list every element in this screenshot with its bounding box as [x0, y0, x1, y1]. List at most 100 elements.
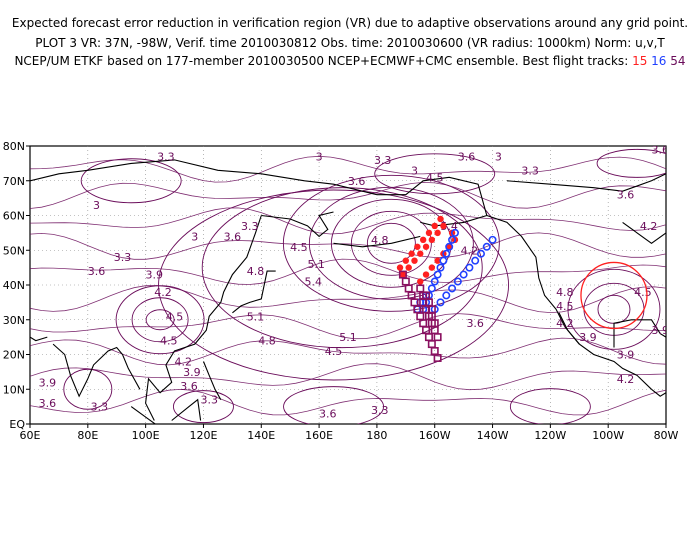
contour-label: 3.6	[39, 397, 57, 410]
lat-label: 40N	[3, 279, 25, 292]
lon-label: 160W	[419, 429, 451, 442]
contour-label: 4.8	[258, 335, 276, 348]
contour-label: 3.3	[371, 404, 389, 417]
contour-label: 4.5	[634, 286, 652, 299]
contour-line	[30, 363, 666, 391]
contour-line	[350, 210, 432, 276]
contour-line	[283, 386, 384, 424]
track-16-marker	[439, 256, 448, 265]
contour-line	[308, 186, 474, 300]
track-54-marker	[416, 284, 425, 293]
contour-label: 3	[495, 150, 502, 163]
contour-line	[374, 153, 496, 195]
header-line-3: NCEP/UM ETKF based on 177-member 2010030…	[0, 54, 700, 68]
track-16-marker	[482, 242, 491, 251]
track-15-marker	[405, 264, 412, 271]
coastline	[486, 214, 652, 390]
lat-label: 30N	[3, 314, 25, 327]
track-15-marker	[408, 250, 415, 257]
header-line-2: PLOT 3 VR: 37N, -98W, Verif. time 201003…	[35, 36, 665, 50]
contour-label: 3.3	[261, 484, 279, 497]
contour-label: 4.5	[290, 241, 308, 254]
contour-label: 3.3	[466, 484, 484, 497]
coastline	[333, 235, 421, 248]
coastline	[130, 406, 157, 424]
track-15-marker	[419, 236, 427, 244]
contour-label: 3.6	[91, 481, 109, 494]
track-15-label: 15	[632, 54, 648, 68]
coastline	[651, 388, 666, 397]
contour-label: 4.8	[247, 265, 265, 278]
lat-label: 20N	[3, 349, 25, 362]
track-16-marker	[427, 284, 436, 293]
contour-label: 3.3	[521, 164, 539, 177]
flight-tracks	[396, 215, 497, 362]
contour-line	[30, 313, 666, 340]
contour-line	[30, 155, 666, 183]
contour-label: 3.3	[114, 251, 132, 264]
contour-label: 3.6	[348, 175, 366, 188]
track-16-marker	[450, 228, 459, 237]
contour-label: 4.2	[299, 512, 317, 525]
verification-circle	[580, 261, 648, 330]
track-15-marker	[425, 229, 433, 237]
contour-label: 4.2	[617, 373, 635, 386]
lon-label: 100E	[132, 429, 160, 442]
contour-label: 3.6	[466, 317, 484, 330]
contour-label: 4.2	[640, 220, 658, 233]
lon-label: 60E	[20, 429, 41, 442]
contour-line	[30, 207, 666, 235]
contour-line	[63, 368, 113, 410]
contour-label: 3.6	[255, 529, 273, 540]
track-15-marker	[411, 257, 418, 264]
track-54-label: 54	[670, 54, 686, 68]
track-16-marker	[453, 277, 462, 286]
track-15-marker	[428, 264, 436, 271]
contour-label: 5.4	[305, 276, 323, 289]
track-15-marker	[434, 229, 441, 237]
contour-label: 3.6	[651, 143, 669, 156]
contour-label: 3.6	[458, 150, 476, 163]
track-16-marker	[476, 249, 485, 258]
contour-line	[597, 294, 631, 324]
coastline	[30, 159, 378, 196]
contour-line	[201, 187, 483, 349]
track-54-marker	[401, 277, 410, 286]
contour-label: 3.6	[319, 491, 337, 504]
track-16-marker	[448, 235, 457, 244]
track-54-marker	[433, 353, 442, 362]
lat-label: 70N	[3, 175, 25, 188]
contour-line	[567, 268, 661, 350]
track-15-marker	[414, 243, 421, 250]
track-15-marker	[445, 243, 453, 250]
contour-label: 3.6	[180, 380, 198, 393]
contour-line	[30, 337, 666, 366]
contour-label: 3.3	[374, 154, 392, 167]
lon-label: 80W	[654, 429, 679, 442]
header-line-1: Expected forecast error reduction in ver…	[11, 16, 689, 30]
track-15-marker	[437, 215, 444, 223]
coastline	[30, 336, 48, 342]
track-16-marker	[442, 291, 451, 300]
lat-label: 60N	[3, 210, 25, 223]
contour-label: 3.6	[224, 230, 242, 243]
track-54-marker	[430, 319, 439, 328]
contour-line	[30, 285, 666, 314]
track-15-marker	[396, 264, 404, 271]
track-16-marker	[459, 270, 468, 279]
track-16-marker	[436, 298, 445, 307]
contour-label: 4.5	[160, 335, 178, 348]
contour-label: 3.6	[319, 408, 337, 421]
lon-label: 120E	[189, 429, 217, 442]
coastline	[171, 398, 202, 421]
track-15-marker	[402, 257, 410, 264]
contour-label: 4.5	[556, 300, 574, 313]
track-54-marker	[427, 340, 436, 349]
contour-label: 3.3	[91, 401, 109, 414]
header-line-3-prefix: NCEP/UM ETKF based on 177-member 2010030…	[14, 54, 629, 68]
coastline	[232, 270, 276, 314]
contour-line	[282, 174, 500, 312]
contour-line	[158, 189, 509, 381]
contour-label: 4.2	[556, 317, 574, 330]
